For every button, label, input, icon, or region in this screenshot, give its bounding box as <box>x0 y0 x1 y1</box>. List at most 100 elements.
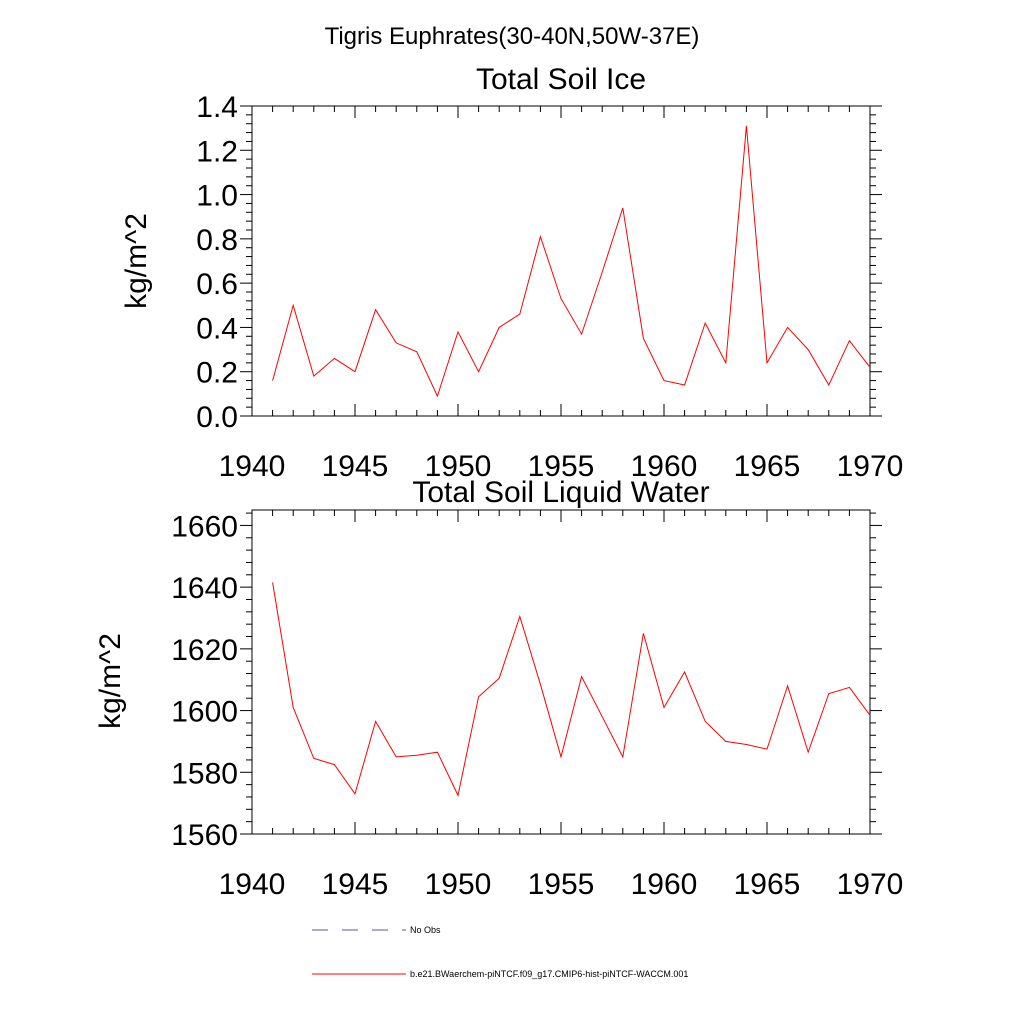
data-point <box>766 362 768 364</box>
x-tick-label: 1960 <box>631 868 698 901</box>
data-point <box>540 236 542 238</box>
y-tick-label: 1600 <box>171 696 238 729</box>
y-tick-label: 1660 <box>171 510 238 543</box>
x-tick-label: 1955 <box>528 450 595 483</box>
data-point <box>746 125 748 127</box>
data-point <box>272 380 274 382</box>
x-tick-label: 1940 <box>219 868 286 901</box>
panel-total-soil-liquid-water: Total Soil Liquid Water kg/m^2 1940 1945 1… <box>94 476 903 901</box>
y-tick-label: 1580 <box>171 757 238 790</box>
data-point <box>560 298 562 300</box>
data-point <box>601 716 603 718</box>
panel-total-soil-ice: Total Soil Ice kg/m^2 1940 1945 1950 1955 19… <box>120 63 903 483</box>
data-point <box>354 371 356 373</box>
data-point <box>292 304 294 306</box>
data-point <box>272 582 274 584</box>
series-line <box>272 125 871 398</box>
y-tick-label: 0.0 <box>196 401 238 434</box>
plot-frame <box>251 509 871 835</box>
data-point <box>807 349 809 351</box>
series-line <box>272 582 871 797</box>
panel-title: Total Soil Liquid Water <box>412 476 709 509</box>
data-point <box>684 384 686 386</box>
x-tick-label: 1965 <box>734 450 801 483</box>
panel-title: Total Soil Ice <box>476 63 646 96</box>
data-point <box>828 384 830 386</box>
plot-frame <box>251 105 871 417</box>
data-point <box>375 721 377 723</box>
data-point <box>787 327 789 329</box>
data-point <box>478 371 480 373</box>
data-point <box>498 327 500 329</box>
data-point <box>807 751 809 753</box>
data-point <box>313 758 315 760</box>
data-point <box>704 322 706 324</box>
data-point <box>704 721 706 723</box>
y-tick-label: 1560 <box>171 819 238 852</box>
data-point <box>334 358 336 360</box>
data-point <box>643 633 645 635</box>
data-point <box>869 714 871 716</box>
data-point <box>663 380 665 382</box>
data-point <box>457 331 459 333</box>
data-point <box>519 313 521 315</box>
data-point <box>766 748 768 750</box>
data-point <box>416 351 418 353</box>
data-point <box>416 755 418 757</box>
y-axis-label: kg/m^2 <box>120 213 153 309</box>
x-tick-label: 1965 <box>734 868 801 901</box>
data-point <box>375 309 377 311</box>
y-tick-label: 1.2 <box>196 135 238 168</box>
legend: No Obs b.e21.BWaerchem-piNTCF.f09_g17.CM… <box>312 925 688 979</box>
data-point <box>746 744 748 746</box>
y-axis-label: kg/m^2 <box>94 633 127 729</box>
data-point <box>437 751 439 753</box>
x-tick-label: 1955 <box>528 868 595 901</box>
x-tick-label: 1945 <box>322 450 389 483</box>
data-point <box>395 756 397 758</box>
y-tick-label: 1.4 <box>196 91 238 124</box>
x-tick-label: 1970 <box>837 450 904 483</box>
legend-label-model: b.e21.BWaerchem-piNTCF.f09_g17.CMIP6-his… <box>410 969 688 979</box>
data-point <box>622 207 624 209</box>
figure-title: Tigris Euphrates(30-40N,50W-37E) <box>325 23 700 50</box>
y-tick-label: 0.4 <box>196 312 238 345</box>
x-tick-label: 1950 <box>425 450 492 483</box>
data-point <box>869 366 871 368</box>
legend-label-no-obs: No Obs <box>410 925 441 935</box>
y-tick-label: 1620 <box>171 634 238 667</box>
x-tick-label: 1950 <box>425 868 492 901</box>
data-point <box>313 375 315 377</box>
data-point <box>622 756 624 758</box>
data-point <box>478 696 480 698</box>
data-point <box>684 671 686 673</box>
data-point <box>849 687 851 689</box>
y-tick-label: 1640 <box>171 572 238 605</box>
data-point <box>601 271 603 273</box>
data-point <box>395 342 397 344</box>
data-point <box>457 795 459 797</box>
data-point <box>354 793 356 795</box>
x-tick-label: 1970 <box>837 868 904 901</box>
y-tick-label: 0.2 <box>196 357 238 390</box>
data-point <box>581 333 583 335</box>
x-tick-label: 1940 <box>219 450 286 483</box>
x-tick-label: 1945 <box>322 868 389 901</box>
data-point <box>787 685 789 687</box>
data-point <box>437 395 439 397</box>
data-point <box>849 340 851 342</box>
data-point <box>581 676 583 678</box>
x-tick-label: 1960 <box>631 450 698 483</box>
data-point <box>663 707 665 709</box>
data-point <box>560 756 562 758</box>
data-point <box>725 362 727 364</box>
data-point <box>725 741 727 743</box>
data-point <box>643 338 645 340</box>
data-point <box>828 693 830 695</box>
y-tick-label: 0.6 <box>196 268 238 301</box>
data-point <box>334 764 336 766</box>
data-point <box>519 616 521 618</box>
y-tick-label: 0.8 <box>196 224 238 257</box>
y-tick-label: 1.0 <box>196 180 238 213</box>
